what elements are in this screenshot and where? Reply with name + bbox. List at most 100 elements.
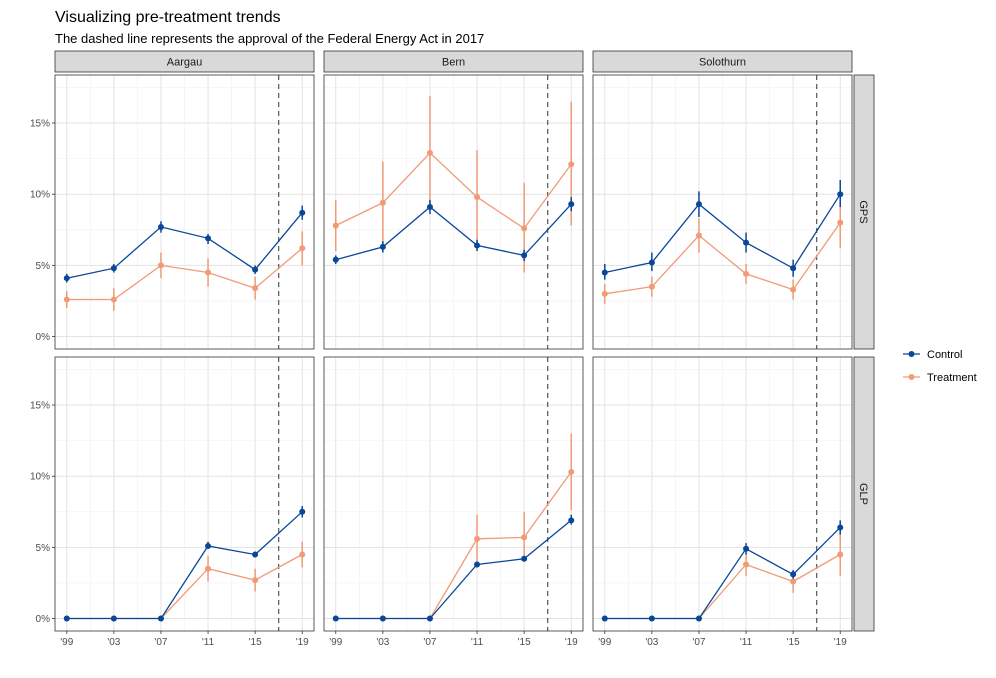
facet-strip-bern: Bern <box>323 50 584 73</box>
legend: Control Treatment <box>903 349 977 384</box>
data-point <box>157 615 164 622</box>
data-point <box>205 565 212 572</box>
x-tick-label: '11 <box>740 637 753 648</box>
y-tick-label: 5% <box>36 543 51 554</box>
facet-strip-glp: GLP <box>853 356 875 632</box>
data-point <box>205 269 212 276</box>
facet-strip-label: Solothurn <box>699 57 746 69</box>
data-point <box>332 256 339 263</box>
y-tick-label: 0% <box>36 614 51 625</box>
data-point <box>568 161 575 168</box>
panel-border <box>323 356 584 632</box>
x-tick-label: '11 <box>471 637 484 648</box>
data-point <box>790 286 797 293</box>
data-point <box>521 534 528 541</box>
data-point <box>648 283 655 290</box>
series-control <box>63 506 306 622</box>
facet-strip-label: GPS <box>857 200 869 223</box>
data-point <box>695 232 702 239</box>
facet-strip-label: Bern <box>442 57 465 69</box>
data-point <box>474 561 481 568</box>
data-point <box>568 201 575 208</box>
chart-subtitle: The dashed line represents the approval … <box>55 31 484 46</box>
data-point <box>157 223 164 230</box>
x-tick-label: '19 <box>834 637 847 648</box>
series-treatment <box>63 231 306 311</box>
panel-border <box>323 74 584 350</box>
data-point <box>743 270 750 277</box>
series-control <box>601 179 844 280</box>
data-point <box>743 545 750 552</box>
x-tick-label: '19 <box>565 637 578 648</box>
data-point <box>299 245 306 252</box>
y-tick-label: 0% <box>36 332 51 343</box>
data-point <box>837 524 844 531</box>
y-tick-label: 5% <box>36 261 51 272</box>
data-point <box>332 615 339 622</box>
x-tick-label: '15 <box>249 637 262 648</box>
series-line <box>604 193 841 274</box>
y-tick-label: 15% <box>30 401 50 412</box>
data-point <box>63 615 70 622</box>
data-point <box>837 219 844 226</box>
series-control <box>601 520 844 622</box>
series-line <box>335 203 572 261</box>
x-tick-label: '15 <box>787 637 800 648</box>
x-tick-label: '19 <box>296 637 309 648</box>
facet-strip-bg <box>853 74 875 350</box>
data-point <box>521 555 528 562</box>
series-line <box>604 526 841 620</box>
series-line <box>604 222 841 295</box>
data-point <box>63 275 70 282</box>
panel-bern-gps <box>323 74 584 350</box>
x-tick-label: '07 <box>154 637 167 648</box>
data-point <box>110 296 117 303</box>
data-point <box>474 194 481 201</box>
facet-strip-solothurn: Solothurn <box>592 50 853 73</box>
data-point <box>299 508 306 515</box>
data-point <box>299 209 306 216</box>
facet-strip-gps: GPS <box>853 74 875 350</box>
y-tick-label: 15% <box>30 119 50 130</box>
x-tick-label: '03 <box>376 637 389 648</box>
data-point <box>110 615 117 622</box>
x-tick-label: '03 <box>645 637 658 648</box>
facet-strip-aargau: Aargau <box>54 50 315 73</box>
facet-strip-bg <box>592 50 853 73</box>
data-point <box>743 561 750 568</box>
series-line <box>335 519 572 620</box>
data-point <box>379 615 386 622</box>
legend-item-treatment: Treatment <box>903 372 977 384</box>
x-tick-label: '07 <box>692 637 705 648</box>
x-tick-label: '07 <box>423 637 436 648</box>
data-point <box>648 259 655 266</box>
data-point <box>790 578 797 585</box>
data-point <box>252 285 259 292</box>
x-tick-label: '99 <box>329 637 342 648</box>
data-point <box>474 242 481 249</box>
panel-solothurn-glp: '99 '03 '07 '11 '15 '19 <box>592 356 853 648</box>
data-point <box>426 204 433 211</box>
data-point <box>205 542 212 549</box>
data-point <box>790 265 797 272</box>
panel-border <box>54 356 315 632</box>
legend-label: Treatment <box>927 372 977 384</box>
legend-label: Control <box>927 349 962 361</box>
data-point <box>521 225 528 232</box>
x-tick-label: '99 <box>60 637 73 648</box>
panels-layer: Aargau Bern Solothurn GPS GLP 0% 5% 10% 15% 0% 5% 1… <box>30 50 875 648</box>
data-point <box>601 269 608 276</box>
facet-strip-bg <box>853 356 875 632</box>
panel-border <box>592 74 853 350</box>
data-point <box>743 239 750 246</box>
series-line <box>66 247 303 301</box>
data-point <box>252 577 259 584</box>
facet-strip-bg <box>323 50 584 73</box>
panel-aargau-glp: 0% 5% 10% 15% '99 '03 '07 '11 '15 '19 <box>30 356 315 648</box>
facet-strip-label: GLP <box>857 483 869 505</box>
panel-border <box>54 74 315 350</box>
panel-solothurn-gps <box>592 74 853 350</box>
data-point <box>568 468 575 475</box>
data-point <box>332 222 339 229</box>
data-point <box>426 615 433 622</box>
